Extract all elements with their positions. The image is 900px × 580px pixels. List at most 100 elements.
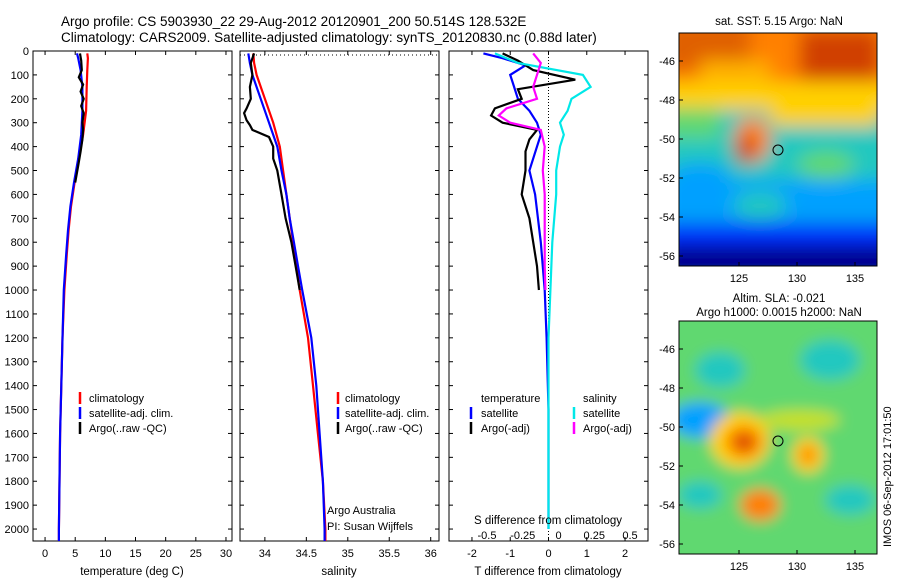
- series-climatology: [252, 53, 327, 541]
- depth-tick-label: 1500: [5, 405, 29, 417]
- depth-tick-labels: 0 100 200 300 400 500 600 700 800 900 1000 1100 1200…: [5, 46, 648, 536]
- argo-australia-label: Argo Australia: [327, 505, 396, 517]
- s-diff-tick-label: -0.5: [478, 530, 497, 542]
- map-lat-label: -56: [659, 539, 675, 551]
- depth-tick-label: 1600: [5, 428, 29, 440]
- legend-s-argo: Argo(-adj): [583, 423, 632, 435]
- x-tick-labels: 0 5 10 15 20 25 30 34 34.5 35 35.5 36 -2 -1 0 1 2 -0.5 -0.…: [42, 51, 638, 560]
- depth-tick-label: 0: [23, 46, 29, 58]
- legend-argo: Argo(..raw -QC): [89, 423, 167, 435]
- depth-tick-label: 400: [11, 142, 29, 154]
- x-tick-label: 15: [129, 548, 141, 560]
- map-lat-label: -46: [659, 56, 675, 68]
- header-line1: Argo profile: CS 5903930_22 29-Aug-2012 …: [61, 14, 526, 29]
- map-lat-label: -50: [659, 134, 675, 146]
- argo-position-marker: [772, 144, 784, 156]
- depth-tick-label: 700: [11, 213, 29, 225]
- series-satellite-adj-clim: [57, 53, 84, 541]
- imos-timestamp: IMOS 06-Sep-2012 17:01:50: [882, 406, 894, 547]
- legend-s-satellite: satellite: [583, 408, 620, 420]
- map-lat-label: -54: [659, 212, 675, 224]
- depth-tick-label: 300: [11, 118, 29, 130]
- x-tick-label: 25: [190, 548, 202, 560]
- x-tick-label: 35: [342, 548, 354, 560]
- sst-map-frame: [678, 32, 878, 267]
- series-satellite-adj-clim: [247, 53, 326, 541]
- x-tick-label: 0: [42, 548, 48, 560]
- sla-heatmap: [679, 321, 877, 554]
- legend-t-argo: Argo(-adj): [481, 423, 530, 435]
- legend-sat-adj: satellite-adj. clim.: [345, 408, 429, 420]
- series-salinity-argo-adj: [497, 52, 547, 291]
- x-tick-label: 36: [425, 548, 437, 560]
- depth-tick-label: 1000: [5, 285, 29, 297]
- sla-map-title2: Argo h1000: 0.0015 h2000: NaN: [696, 307, 862, 319]
- map-lat-label: -54: [659, 500, 675, 512]
- x-tick-label: 2: [622, 548, 628, 560]
- map-lon-label: 130: [788, 273, 806, 285]
- map-lat-label: -56: [659, 251, 675, 263]
- depth-tick-label: 1700: [5, 452, 29, 464]
- argo-position-marker: [772, 435, 784, 447]
- legend-t-satellite: satellite: [481, 408, 518, 420]
- depth-tick-label: 1800: [5, 476, 29, 488]
- t-difference-axis-label: T difference from climatology: [474, 566, 621, 578]
- x-tick-label: 0: [545, 548, 551, 560]
- legend-sat-adj: satellite-adj. clim.: [89, 408, 173, 420]
- sla-map-title1: Altim. SLA: -0.021: [733, 293, 826, 305]
- series-argo-raw-qc: [242, 53, 301, 291]
- series-argo-raw-qc: [74, 53, 85, 183]
- salinity-legend: climatology satellite-adj. clim. Argo(..…: [336, 392, 429, 435]
- difference-legend: temperature salinity satellite Argo(-adj…: [469, 393, 632, 435]
- depth-tick-label: 800: [11, 237, 29, 249]
- salinity-axis-label: salinity: [321, 566, 356, 578]
- map-lon-label: 135: [846, 561, 864, 573]
- map-lat-label: -48: [659, 383, 675, 395]
- x-tick-label: 10: [99, 548, 111, 560]
- difference-series-group: [483, 51, 593, 541]
- x-tick-label: -1: [505, 548, 515, 560]
- s-diff-tick-label: 0: [555, 530, 561, 542]
- x-tick-label: 1: [584, 548, 590, 560]
- header-line2: Climatology: CARS2009. Satellite-adjuste…: [61, 30, 597, 45]
- map-lat-label: -48: [659, 95, 675, 107]
- temperature-axis-label: temperature (deg C): [80, 566, 184, 578]
- map-tick-labels: -46 -48 -50 -52 -54 -56 125 130 135 -46 -48 -50 -52 -…: [659, 56, 864, 573]
- series-salinity-satellite: [494, 52, 593, 529]
- legend-climatology: climatology: [89, 393, 145, 405]
- depth-tick-label: 2000: [5, 524, 29, 536]
- s-diff-tick-label: 0.25: [584, 530, 605, 542]
- sst-map-title: sat. SST: 5.15 Argo: NaN: [715, 16, 843, 28]
- sst-heatmap: [679, 33, 877, 266]
- s-diff-tick-label: 0.5: [622, 530, 637, 542]
- temperature-legend: climatology satellite-adj. clim. Argo(..…: [78, 392, 173, 435]
- x-tick-label: -2: [467, 548, 477, 560]
- map-lon-label: 130: [788, 561, 806, 573]
- depth-tick-label: 1100: [5, 309, 29, 321]
- x-tick-label: 35.5: [379, 548, 400, 560]
- x-tick-label: 20: [160, 548, 172, 560]
- map-lon-label: 125: [730, 561, 748, 573]
- x-tick-label: 34: [259, 548, 271, 560]
- s-difference-axis-label: S difference from climatology: [474, 515, 622, 527]
- pi-label: PI: Susan Wijffels: [327, 521, 413, 533]
- salinity-panel: [239, 50, 440, 542]
- depth-tick-label: 1900: [5, 500, 29, 512]
- depth-tick-label: 900: [11, 261, 29, 273]
- depth-tick-label: 1200: [5, 333, 29, 345]
- map-lat-label: -52: [659, 173, 675, 185]
- sla-map-frame: [678, 320, 878, 555]
- map-lon-label: 125: [730, 273, 748, 285]
- legend-argo: Argo(..raw -QC): [345, 423, 423, 435]
- legend-temperature-header: temperature: [481, 393, 540, 405]
- depth-tick-label: 1400: [5, 381, 29, 393]
- x-tick-label: 30: [220, 548, 232, 560]
- series-temperature-satellite: [483, 52, 550, 529]
- map-lat-label: -50: [659, 422, 675, 434]
- legend-salinity-header: salinity: [583, 393, 617, 405]
- series-temperature-argo-adj: [489, 52, 576, 291]
- x-tick-label: 5: [72, 548, 78, 560]
- map-lat-label: -46: [659, 344, 675, 356]
- legend-climatology: climatology: [345, 393, 401, 405]
